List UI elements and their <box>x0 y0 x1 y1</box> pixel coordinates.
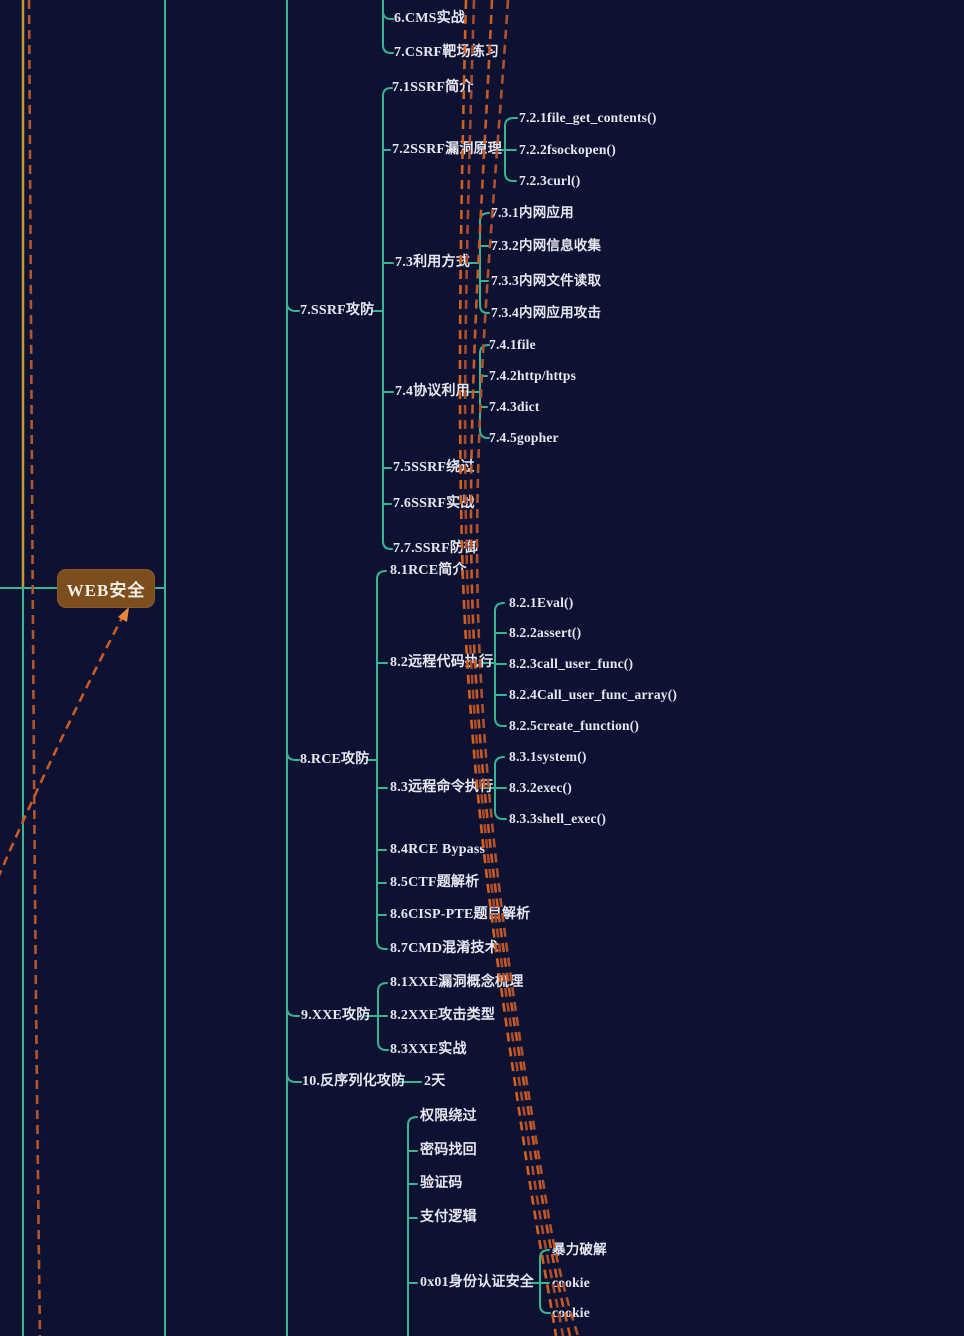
node-create-function[interactable]: 8.2.5create_function() <box>509 718 640 733</box>
node-intranet-info[interactable]: 7.3.2内网信息收集 <box>491 238 602 253</box>
node-payment-logic[interactable]: 支付逻辑 <box>420 1210 477 1225</box>
node-ssrf-protocols[interactable]: 7.4协议利用 <box>395 384 470 399</box>
node-identity-auth-security[interactable]: 0x01身份认证安全 <box>420 1275 534 1290</box>
node-intranet-app[interactable]: 7.3.1内网应用 <box>491 205 574 220</box>
node-privilege-bypass[interactable]: 权限绕过 <box>420 1109 477 1124</box>
node-xxe-attack-types[interactable]: 8.2XXE攻击类型 <box>390 1008 496 1023</box>
node-curl[interactable]: 7.2.3curl() <box>519 173 581 188</box>
node-ssrf-intro[interactable]: 7.1SSRF简介 <box>392 80 474 95</box>
node-brute-force[interactable]: 暴力破解 <box>552 1242 607 1257</box>
node-call-user-func-array[interactable]: 8.2.4Call_user_func_array() <box>509 687 678 702</box>
node-exec[interactable]: 8.3.2exec() <box>509 780 572 795</box>
root-node-web-security[interactable]: WEB安全 <box>57 569 155 608</box>
node-cookie-2[interactable]: cookie <box>552 1305 590 1320</box>
node-remote-code-exec[interactable]: 8.2远程代码执行 <box>390 655 494 670</box>
node-call-user-func[interactable]: 8.2.3call_user_func() <box>509 656 634 671</box>
relationship-left-vertical <box>27 0 42 1336</box>
node-password-recovery[interactable]: 密码找回 <box>420 1143 477 1158</box>
node-protocol-gopher[interactable]: 7.4.5gopher <box>489 430 559 445</box>
node-captcha[interactable]: 验证码 <box>420 1176 463 1191</box>
node-protocol-file[interactable]: 7.4.1file <box>489 337 536 352</box>
node-cmd-obfuscation[interactable]: 8.7CMD混淆技术 <box>390 941 499 956</box>
node-assert[interactable]: 8.2.2assert() <box>509 625 582 640</box>
node-remote-cmd-exec[interactable]: 8.3远程命令执行 <box>390 780 494 795</box>
node-intranet-file-read[interactable]: 7.3.3内网文件读取 <box>491 273 602 288</box>
node-system[interactable]: 8.3.1system() <box>509 749 587 764</box>
node-ctf-analysis[interactable]: 8.5CTF题解析 <box>390 875 480 890</box>
node-ssrf-principle[interactable]: 7.2SSRF漏洞原理 <box>392 142 502 157</box>
node-protocol-http[interactable]: 7.4.2http/https <box>489 368 577 383</box>
node-rce-intro[interactable]: 8.1RCE简介 <box>390 563 467 578</box>
node-protocol-dict[interactable]: 7.4.3dict <box>489 399 540 414</box>
node-xxe-concepts[interactable]: 8.1XXE漏洞概念梳理 <box>390 975 524 990</box>
node-shell-exec[interactable]: 8.3.3shell_exec() <box>509 811 607 826</box>
node-ssrf-exploit-methods[interactable]: 7.3利用方式 <box>395 255 470 270</box>
node-csrf-range-practice[interactable]: 7.CSRF靶场练习 <box>394 45 500 60</box>
node-cisp-pte[interactable]: 8.6CISP-PTE题目解析 <box>390 907 531 922</box>
node-ssrf-practice[interactable]: 7.6SSRF实战 <box>393 496 475 511</box>
relationship-arrowhead <box>118 607 129 622</box>
node-cookie-1[interactable]: cookie <box>552 1275 590 1290</box>
node-xxe-branch[interactable]: 9.XXE攻防 <box>301 1008 371 1023</box>
node-ssrf-bypass[interactable]: 7.5SSRF绕过 <box>393 460 475 475</box>
node-cms-practice[interactable]: 6.CMS实战 <box>394 11 466 26</box>
node-ssrf-branch[interactable]: 7.SSRF攻防 <box>300 303 375 318</box>
node-intranet-app-attack[interactable]: 7.3.4内网应用攻击 <box>491 305 602 320</box>
node-rce-bypass[interactable]: 8.4RCE Bypass <box>390 842 486 857</box>
node-eval[interactable]: 8.2.1Eval() <box>509 595 574 610</box>
node-fsockopen[interactable]: 7.2.2fsockopen() <box>519 142 616 157</box>
node-deserialize-duration[interactable]: 2天 <box>424 1074 446 1089</box>
node-xxe-practice[interactable]: 8.3XXE实战 <box>390 1042 467 1057</box>
node-ssrf-defense[interactable]: 7.7.SSRF防御 <box>393 541 479 556</box>
node-deserialize-branch[interactable]: 10.反序列化攻防 <box>302 1074 406 1089</box>
node-rce-branch[interactable]: 8.RCE攻防 <box>300 752 370 767</box>
relationship-arrow-line <box>0 613 126 877</box>
node-file-get-contents[interactable]: 7.2.1file_get_contents() <box>519 110 657 125</box>
